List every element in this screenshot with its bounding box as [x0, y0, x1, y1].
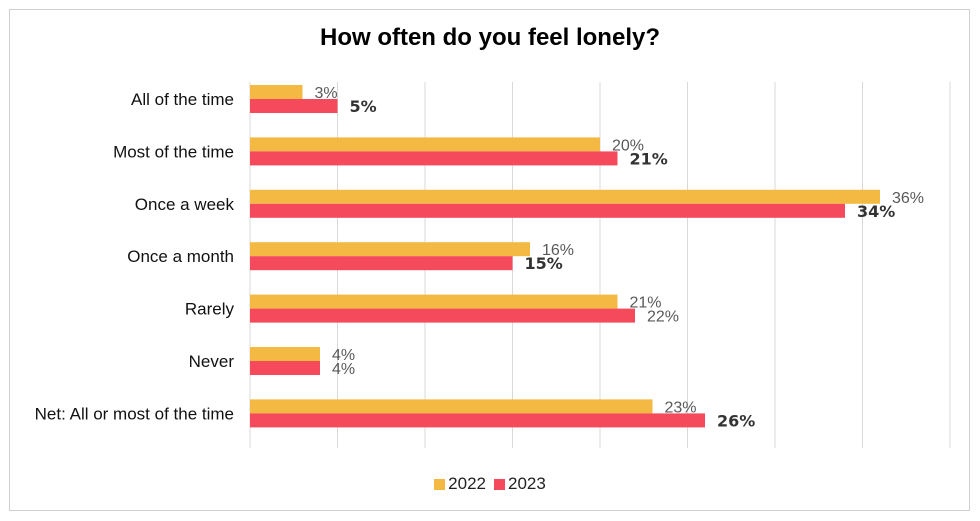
bar-2022 — [250, 347, 320, 361]
category-label: Most of the time — [113, 142, 234, 161]
chart-title: How often do you feel lonely? — [319, 24, 660, 51]
bar-2022 — [250, 189, 880, 204]
data-label-2022: 23% — [665, 399, 697, 416]
category-label: Rarely — [185, 300, 235, 319]
category-label: Once a week — [135, 195, 235, 214]
legend-label-2022: 2022 — [448, 474, 486, 493]
legend-swatch-2022 — [434, 478, 446, 490]
bar-2023 — [250, 99, 338, 113]
data-label-2023: 34% — [857, 202, 895, 221]
category-label: Once a month — [127, 247, 234, 266]
bar-2022 — [250, 399, 653, 414]
category-labels: All of the time Most of the time Once a we… — [35, 90, 235, 423]
legend-item-2023[interactable]: 2023 — [494, 474, 546, 494]
legend-swatch-2023 — [494, 478, 505, 490]
data-label-2023: 4% — [332, 361, 355, 378]
data-labels: 3%5%20%21%36%34%16%15%21%22%4%4%23%26% — [315, 85, 925, 430]
legend-label-2023: 2023 — [508, 474, 546, 493]
bar-2023 — [250, 361, 320, 375]
data-label-2022: 4% — [332, 347, 355, 364]
data-label-2023: 26% — [717, 411, 755, 430]
bar-2022 — [250, 137, 600, 152]
bar-2023 — [250, 308, 635, 323]
data-label-2022: 3% — [315, 85, 338, 102]
bar-2022 — [250, 242, 530, 257]
data-label-2023: 5% — [350, 97, 377, 116]
data-label-2022: 36% — [892, 190, 924, 207]
data-label-2023: 22% — [647, 309, 679, 326]
bar-2023 — [250, 256, 513, 271]
data-label-2022: 21% — [630, 295, 662, 312]
bar-2022 — [250, 294, 618, 309]
category-label: Never — [189, 352, 235, 371]
bar-2023 — [250, 203, 845, 218]
bar-2023 — [250, 151, 618, 166]
bar-2023 — [250, 413, 705, 428]
bars — [250, 85, 880, 428]
category-label: Net: All or most of the time — [35, 404, 234, 423]
data-label-2022: 20% — [612, 137, 644, 154]
bar-2022 — [250, 85, 303, 99]
category-label: All of the time — [131, 90, 234, 109]
data-label-2022: 16% — [542, 242, 574, 259]
data-label-2023: 15% — [525, 254, 563, 273]
data-label-2023: 21% — [630, 149, 668, 168]
legend-item-2022[interactable]: 2022 — [434, 474, 486, 494]
legend: 2022 2023 — [0, 474, 980, 494]
